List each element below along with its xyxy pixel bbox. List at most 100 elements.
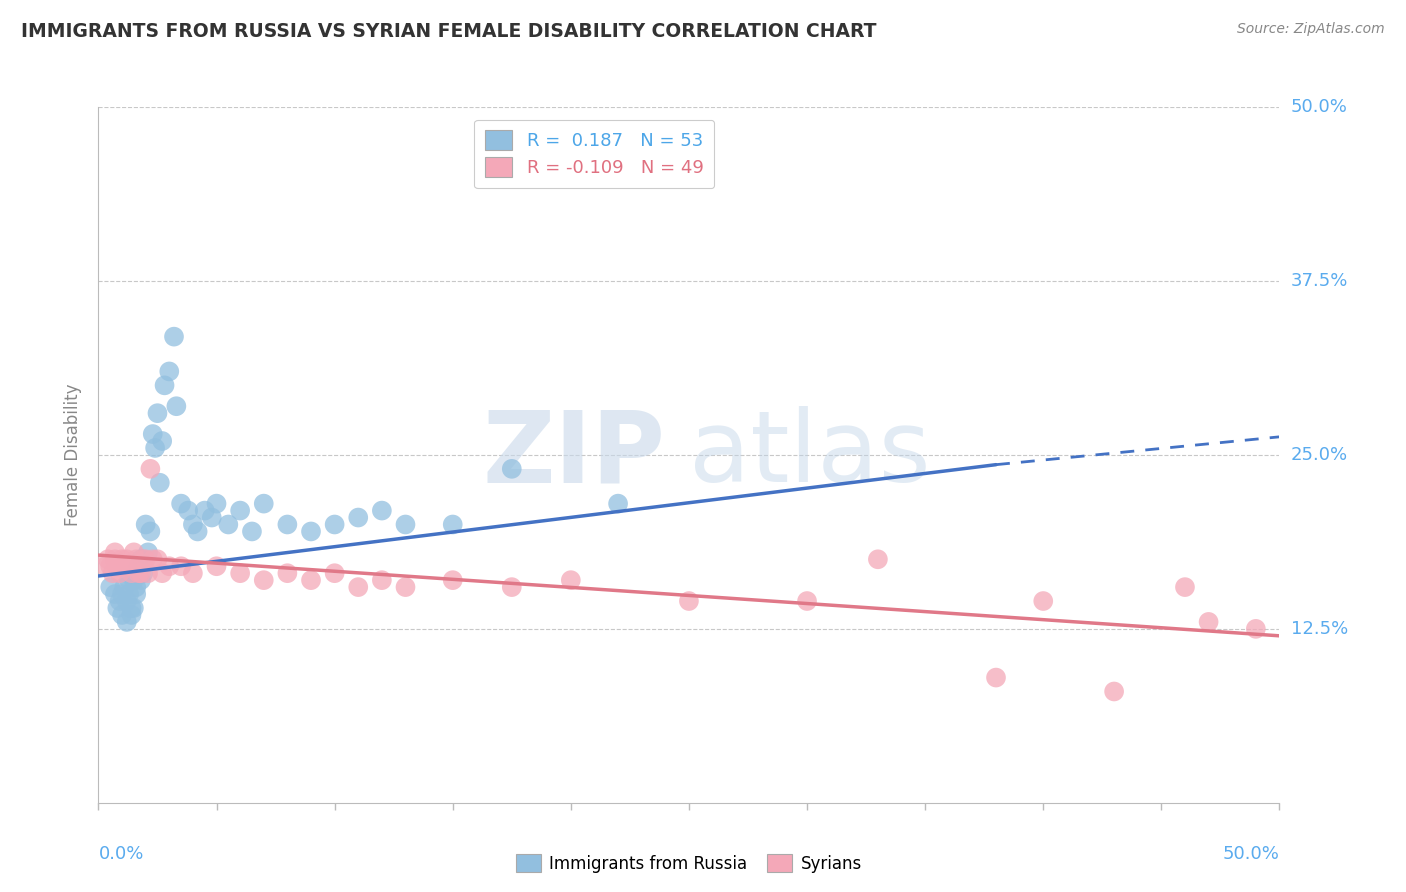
Text: 50.0%: 50.0% <box>1291 98 1347 116</box>
Point <box>121 607 143 622</box>
Point <box>276 566 298 581</box>
Point <box>108 566 131 581</box>
Point <box>111 607 134 622</box>
Point <box>139 524 162 539</box>
Y-axis label: Female Disability: Female Disability <box>65 384 83 526</box>
Point <box>1102 684 1125 698</box>
Point <box>104 552 127 566</box>
Point <box>984 671 1007 685</box>
Point <box>1244 622 1267 636</box>
Point <box>150 434 173 448</box>
Point <box>104 545 127 559</box>
Point <box>678 594 700 608</box>
Point <box>796 594 818 608</box>
Point <box>181 566 204 581</box>
Point <box>122 601 145 615</box>
Point <box>128 566 150 581</box>
Point <box>866 552 889 566</box>
Point <box>98 559 121 574</box>
Text: 0.0%: 0.0% <box>98 845 143 863</box>
Point <box>105 601 128 615</box>
Point <box>323 517 346 532</box>
Point <box>217 517 239 532</box>
Point <box>194 503 217 517</box>
Point <box>121 566 143 581</box>
Point <box>101 566 124 581</box>
Point <box>371 503 394 517</box>
Point <box>371 573 394 587</box>
Point <box>115 615 138 629</box>
Point <box>157 364 180 378</box>
Point <box>253 573 276 587</box>
Point <box>394 517 416 532</box>
Point <box>136 566 159 581</box>
Point <box>129 566 152 581</box>
Point <box>205 559 228 574</box>
Point <box>111 587 134 601</box>
Point <box>299 573 322 587</box>
Point <box>132 566 155 581</box>
Point <box>170 497 193 511</box>
Point <box>229 503 252 517</box>
Point <box>146 406 169 420</box>
Point <box>108 594 131 608</box>
Point <box>441 517 464 532</box>
Point <box>276 517 298 532</box>
Point <box>323 566 346 581</box>
Point <box>153 378 176 392</box>
Point <box>501 462 523 476</box>
Text: 37.5%: 37.5% <box>1291 272 1348 290</box>
Point <box>165 399 187 413</box>
Point <box>104 587 127 601</box>
Point <box>136 545 159 559</box>
Legend: Immigrants from Russia, Syrians: Immigrants from Russia, Syrians <box>509 847 869 880</box>
Point <box>115 552 138 566</box>
Text: 50.0%: 50.0% <box>1223 845 1279 863</box>
Point <box>129 573 152 587</box>
Point <box>1174 580 1197 594</box>
Point <box>1198 615 1220 629</box>
Point <box>125 587 148 601</box>
Point <box>121 601 143 615</box>
Point <box>253 497 276 511</box>
Point <box>128 559 150 574</box>
Legend: R =  0.187   N = 53, R = -0.109   N = 49: R = 0.187 N = 53, R = -0.109 N = 49 <box>474 120 714 188</box>
Point <box>98 580 121 594</box>
Point <box>187 524 209 539</box>
Point <box>122 573 145 587</box>
Point <box>122 545 145 559</box>
Point <box>170 559 193 574</box>
Text: 12.5%: 12.5% <box>1291 620 1348 638</box>
Point <box>240 524 263 539</box>
Point <box>112 559 135 574</box>
Point <box>163 329 186 343</box>
Point <box>441 573 464 587</box>
Point <box>97 552 120 566</box>
Point <box>118 559 141 574</box>
Point <box>394 580 416 594</box>
Point <box>146 552 169 566</box>
Point <box>201 510 224 524</box>
Point <box>142 552 165 566</box>
Point <box>1032 594 1054 608</box>
Point <box>125 580 148 594</box>
Point <box>142 427 165 442</box>
Text: Source: ZipAtlas.com: Source: ZipAtlas.com <box>1237 22 1385 37</box>
Point <box>607 497 630 511</box>
Point <box>205 497 228 511</box>
Point <box>132 552 155 566</box>
Point <box>143 441 166 455</box>
Point <box>105 559 128 574</box>
Point <box>112 580 135 594</box>
Point <box>149 475 172 490</box>
Point <box>177 503 200 517</box>
Text: atlas: atlas <box>689 407 931 503</box>
Point <box>299 524 322 539</box>
Text: ZIP: ZIP <box>482 407 665 503</box>
Point <box>157 559 180 574</box>
Point <box>501 580 523 594</box>
Point <box>347 580 370 594</box>
Point <box>118 587 141 601</box>
Point <box>129 552 152 566</box>
Point <box>139 462 162 476</box>
